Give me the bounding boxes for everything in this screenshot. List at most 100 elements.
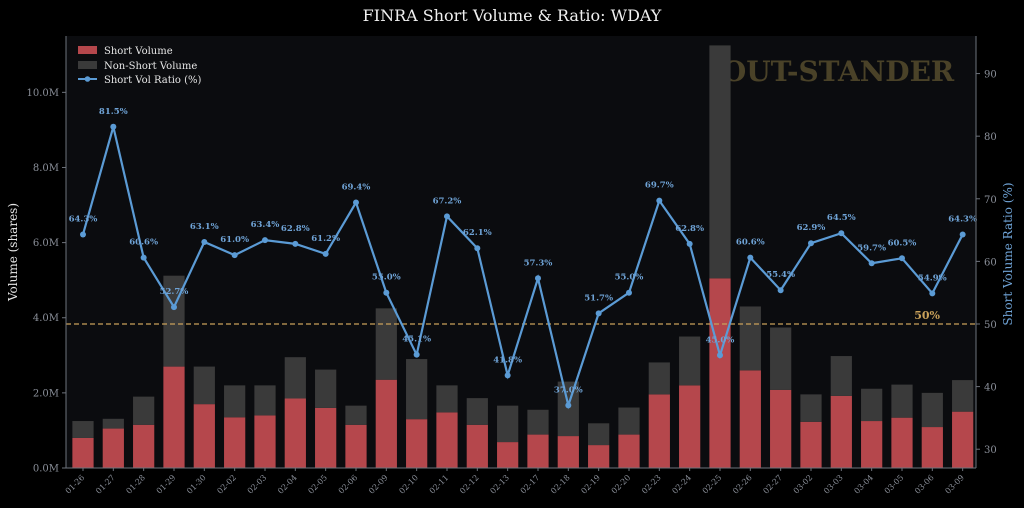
plot-background [66,36,976,468]
left-tick-label: 2.0M [33,388,59,399]
right-tick-label: 60 [984,257,997,268]
legend-swatch-short-volume [78,46,97,54]
y-axis-title: Volume (shares) [6,203,20,302]
ratio-label-01-26: 64.3% [69,214,98,224]
non-short-volume-bar-01-27 [102,418,124,429]
short-volume-bars [72,278,974,468]
non-short-volume-bar-02-26 [739,306,761,371]
non-short-volume-bar-02-19 [588,423,610,446]
short-volume-bar-03-06 [921,427,943,468]
chart-title: FINRA Short Volume & Ratio: WDAY [363,6,662,25]
non-short-volume-bar-02-04 [284,357,306,399]
ratio-label-02-26: 60.6% [736,238,765,248]
short-volume-bar-02-09 [375,379,397,468]
right-tick-label: 70 [984,195,997,206]
right-tick-label: 40 [984,383,997,394]
non-short-volume-bar-03-04 [861,388,883,422]
ratio-label-02-17: 57.3% [524,258,553,268]
non-short-volume-bar-02-03 [254,385,276,416]
short-volume-bar-02-02 [224,417,246,468]
non-short-volume-bar-02-12 [466,398,488,425]
short-volume-bar-02-25 [709,278,731,468]
y2-axis-title: Short Volume Ratio (%) [1001,182,1015,325]
ratio-point-02-17 [534,275,541,282]
watermark: OUT-STANDER [722,55,955,88]
ratio-label-01-29: 52.7% [160,287,189,297]
short-volume-bar-02-20 [618,434,640,468]
non-short-volume-bar-02-25 [709,45,731,279]
non-short-volume-bar-02-02 [224,385,246,418]
ratio-point-02-04 [292,240,299,247]
ratio-label-02-02: 61.0% [220,235,249,245]
non-short-volume-bar-02-23 [648,362,670,395]
axes [65,36,977,469]
left-tick-label: 8.0M [33,163,59,174]
ratio-label-02-27: 55.4% [766,270,795,280]
short-volume-bar-03-03 [830,395,852,468]
ratio-label-02-06: 69.4% [342,183,371,193]
short-volume-bar-01-28 [133,424,155,468]
non-short-volume-bar-02-11 [436,385,458,413]
ratio-label-02-05: 61.2% [311,234,340,244]
ratio-point-02-12 [474,245,481,252]
ratio-label-03-02: 62.9% [797,223,826,233]
short-volume-bar-02-06 [345,424,367,468]
legend-label-ratio: Short Vol Ratio (%) [104,75,202,86]
ratio-point-01-28 [140,254,147,261]
legend-swatch-ratio-marker [84,76,91,82]
left-tick-label: 4.0M [33,313,59,324]
non-short-volume-bar-03-02 [800,394,822,422]
short-volume-bar-02-27 [770,389,792,468]
non-short-volume-bar-02-06 [345,405,367,425]
ratio-label-03-06: 54.9% [918,273,947,283]
ratio-point-02-19 [595,310,602,317]
ratio-point-02-18 [565,402,572,409]
legend-label-short-volume: Short Volume [104,46,173,57]
non-short-volume-bar-03-06 [921,392,943,428]
ratio-point-02-02 [231,252,238,259]
short-volume-bar-02-18 [557,436,579,468]
ratio-point-02-05 [322,250,329,257]
ratio-label-02-03: 63.4% [251,220,280,230]
short-volume-bar-02-05 [315,407,337,468]
short-volume-bar-01-27 [102,428,124,468]
ratio-point-01-29 [170,304,177,311]
short-volume-bar-01-30 [193,404,215,468]
ratio-label-02-04: 62.8% [281,224,310,234]
short-volume-bar-02-03 [254,415,276,468]
threshold-label: 50% [914,309,940,322]
non-short-volume-bar-01-30 [193,366,215,405]
ratio-point-03-09 [959,231,966,238]
non-short-volume-bar-02-09 [375,308,397,380]
right-tick-label: 80 [984,132,997,143]
right-y-axis-ticks: 30 40 50 60 70 80 90 [976,70,997,456]
ratio-label-02-11: 67.2% [433,196,462,206]
non-short-volume-bar-02-20 [618,407,640,435]
short-volume-bar-03-04 [861,421,883,468]
ratio-label-02-25: 45.0% [706,335,735,345]
ratio-label-03-09: 64.3% [948,214,977,224]
short-volume-bar-02-24 [679,385,701,468]
ratio-point-02-03 [261,237,268,244]
short-volume-bar-02-10 [406,419,428,468]
non-short-volume-bar-03-03 [830,356,852,396]
legend: Short Volume Non-Short Volume Short Vol … [78,46,202,86]
ratio-line [81,126,964,410]
ratio-point-02-20 [625,289,632,296]
legend-swatch-non-short-volume [78,61,97,69]
left-tick-label: 10.0M [26,88,59,99]
ratio-label-03-03: 64.5% [827,213,856,223]
ratio-point-01-26 [79,231,86,238]
ratio-label-02-24: 62.8% [675,224,704,234]
short-volume-bar-03-02 [800,421,822,468]
ratio-point-03-02 [807,240,814,247]
ratio-point-02-26 [747,254,754,261]
ratio-point-02-09 [383,289,390,296]
ratio-data-labels: 64.3%81.5%60.6%52.7%63.1%61.0%63.4% 62.8%… [69,107,977,396]
ratio-label-01-30: 63.1% [190,222,219,232]
non-short-volume-bar-02-10 [406,359,428,420]
short-volume-bar-02-26 [739,370,761,468]
ratio-point-03-04 [868,260,875,267]
short-volume-bar-02-04 [284,398,306,468]
ratio-point-01-27 [110,123,117,130]
